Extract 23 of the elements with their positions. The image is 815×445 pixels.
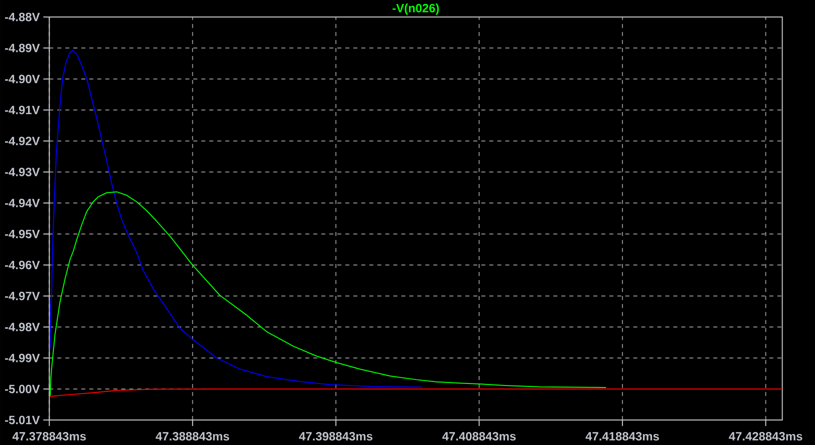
- y-tick-label: -5.00V: [5, 384, 40, 394]
- x-tick-label: 47.418843ms: [586, 432, 659, 441]
- y-tick-label: -4.90V: [5, 74, 40, 84]
- y-tick-label: -4.97V: [5, 292, 40, 300]
- y-tick-label: -4.94V: [5, 198, 40, 208]
- y-tick-label: -4.98V: [5, 322, 40, 332]
- text: -V(n026): [392, 4, 439, 15]
- y-tick-label: -4.96V: [5, 260, 40, 270]
- x-tick-label: 47.398843ms: [299, 432, 372, 441]
- y-tick-label: -4.92V: [5, 136, 40, 146]
- x-tick-label: 47.428843ms: [728, 432, 802, 441]
- y-tick-label: -4.88V: [5, 12, 40, 22]
- y-tick-label: -4.99V: [5, 354, 40, 362]
- y-tick-label: -4.95V: [5, 230, 40, 238]
- y-tick-label: -4.91V: [5, 106, 40, 114]
- x-tick-label: 47.378843ms: [12, 432, 86, 441]
- line-series: [50, 388, 782, 397]
- x-tick-label: 47.408843ms: [442, 432, 516, 441]
- line-series: [50, 191, 606, 396]
- y-tick-label: -5.01V: [5, 416, 40, 424]
- y-tick-label: -4.89V: [5, 44, 40, 52]
- x-tick-label: 47.388843ms: [156, 432, 230, 441]
- y-tick-label: -4.93V: [5, 168, 40, 176]
